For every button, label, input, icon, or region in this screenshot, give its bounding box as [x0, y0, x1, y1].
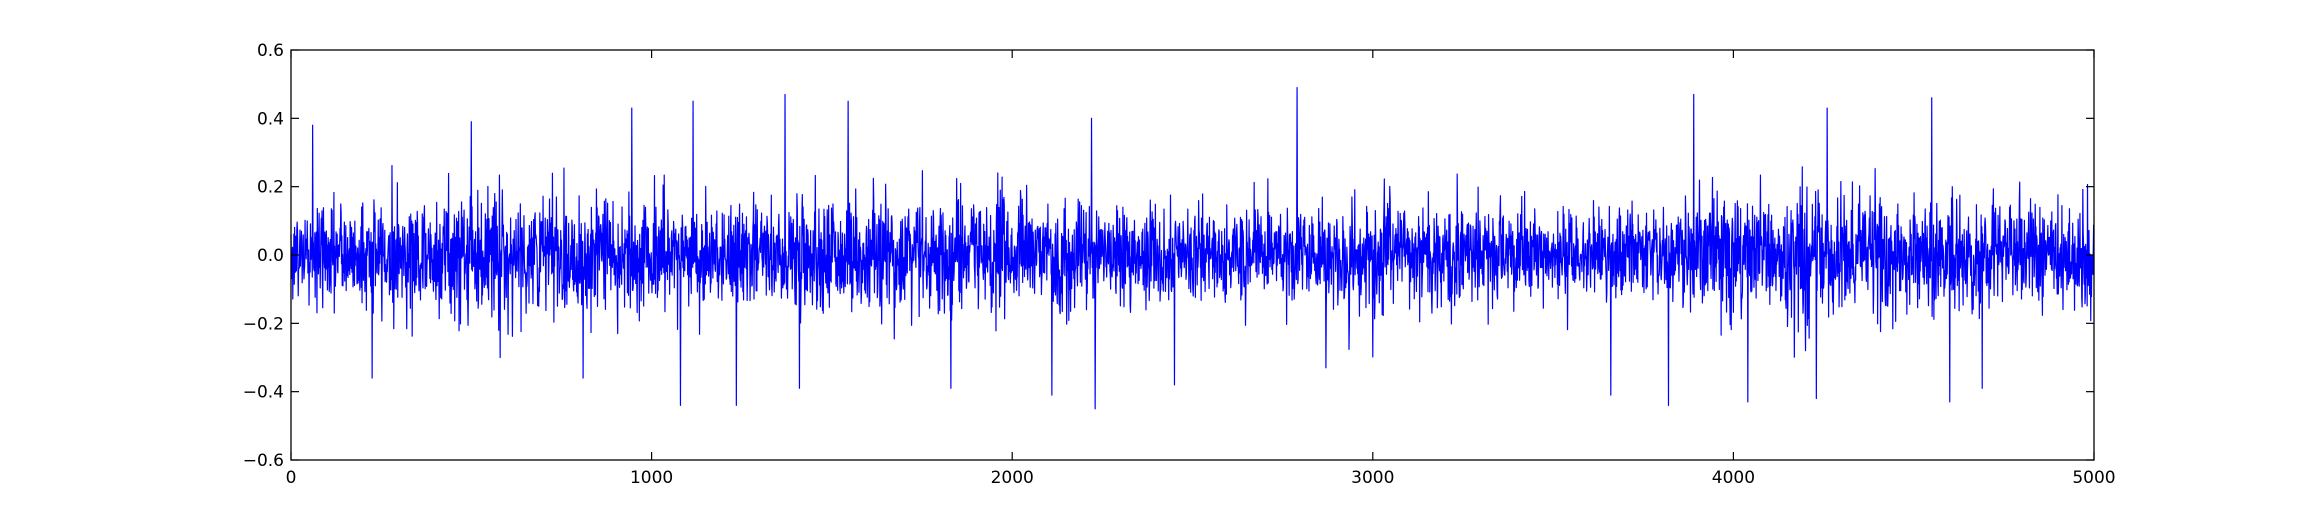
axes-layer: 0 1000 2000 3000 4000 5000 0.6 0.4 0.2 0.0 −0.2 −0.…	[243, 41, 2116, 488]
x-tick-label: 5000	[2072, 468, 2115, 488]
y-tick-label: −0.2	[243, 314, 284, 334]
x-tick-label: 0	[286, 468, 297, 488]
series-line	[290, 86, 2095, 410]
y-tick-label: 0.6	[257, 41, 284, 61]
y-tick-label: −0.4	[243, 383, 284, 403]
x-tick-label: 1000	[630, 468, 673, 488]
x-tick-label: 2000	[991, 468, 1034, 488]
y-tick-label: 0.4	[257, 109, 284, 129]
series-layer	[290, 86, 2095, 410]
y-tick-label: −0.6	[243, 451, 284, 471]
x-tick-label: 4000	[1712, 468, 1755, 488]
x-tick-label: 3000	[1351, 468, 1394, 488]
y-tick-label: 0.2	[257, 178, 284, 198]
y-tick-label: 0.0	[257, 246, 284, 266]
